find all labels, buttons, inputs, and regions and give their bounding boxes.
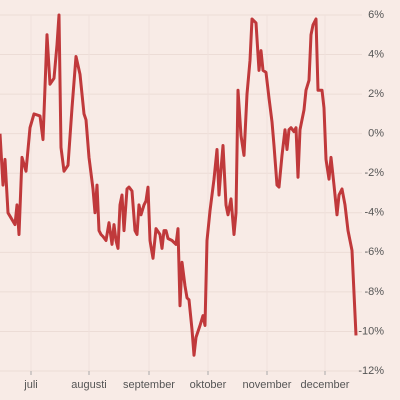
y-tick-label: 4% xyxy=(368,48,384,60)
x-tick-label: september xyxy=(123,379,175,391)
y-tick-label: -12% xyxy=(358,365,384,377)
x-tick-label: juli xyxy=(23,379,37,391)
x-tick-label: augusti xyxy=(71,379,106,391)
y-tick-label: -6% xyxy=(364,246,384,258)
y-tick-label: -8% xyxy=(364,286,384,298)
y-tick-label: 2% xyxy=(368,88,384,100)
line xyxy=(0,13,358,357)
y-tick-label: 0% xyxy=(368,128,384,140)
y-tick-label: -2% xyxy=(364,167,384,179)
x-tick-label: november xyxy=(243,379,292,391)
y-tick-label: -10% xyxy=(358,325,384,337)
x-tick-label: december xyxy=(301,379,350,391)
x-tick-label: oktober xyxy=(190,379,227,391)
y-tick-label: -4% xyxy=(364,207,384,219)
y-tick-label: 6% xyxy=(368,9,384,21)
